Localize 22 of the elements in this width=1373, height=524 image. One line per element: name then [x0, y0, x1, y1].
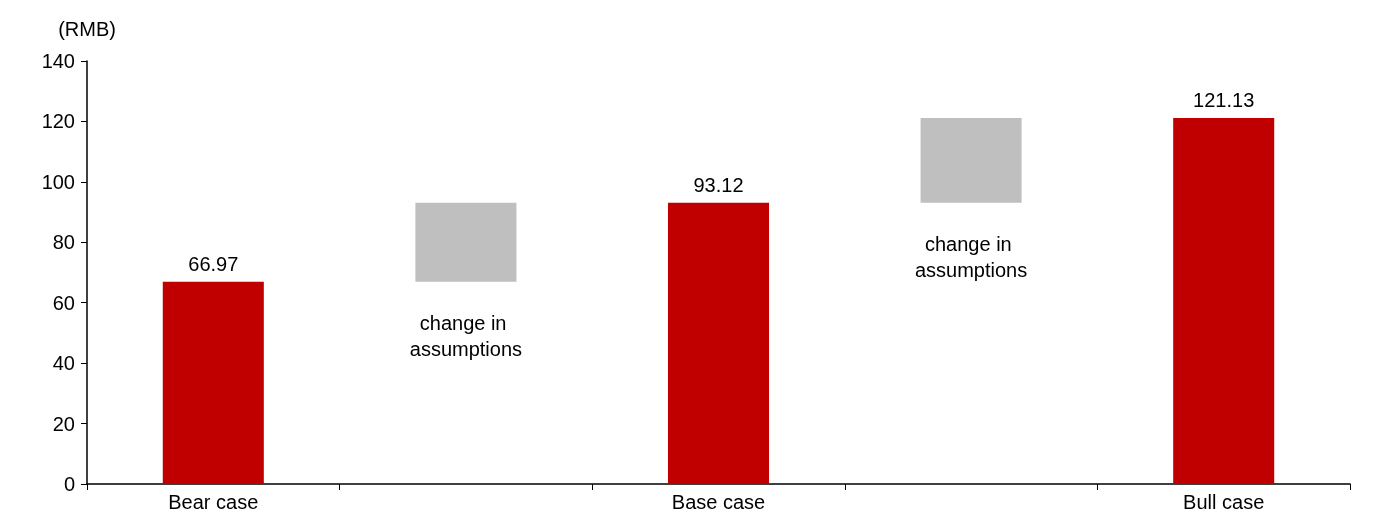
- data-label: 66.97: [188, 252, 239, 275]
- y-tick-label: 0: [63, 473, 75, 495]
- y-axis-title: (RMB): [58, 18, 116, 40]
- x-tick-label: Base case: [671, 491, 766, 513]
- bar: [415, 202, 517, 282]
- y-tick-label: 80: [52, 231, 75, 254]
- x-tick-label: Bear case: [168, 491, 259, 513]
- y-tick-label: 40: [52, 352, 75, 375]
- annotation: change in assumptions: [409, 311, 523, 360]
- data-label: 121.13: [1193, 89, 1255, 112]
- bar: [1173, 118, 1275, 484]
- bar: [162, 281, 264, 484]
- data-label: 93.12: [693, 173, 744, 196]
- y-tick-label: 140: [41, 50, 75, 72]
- x-tick-label: Bull case: [1183, 491, 1265, 513]
- y-tick-label: 20: [52, 412, 75, 435]
- y-tick-label: 100: [41, 170, 75, 193]
- bar: [920, 118, 1022, 203]
- bar: [667, 202, 770, 484]
- y-tick-label: 60: [52, 291, 75, 314]
- annotation: change in assumptions: [914, 232, 1028, 281]
- y-tick-label: 120: [41, 110, 75, 133]
